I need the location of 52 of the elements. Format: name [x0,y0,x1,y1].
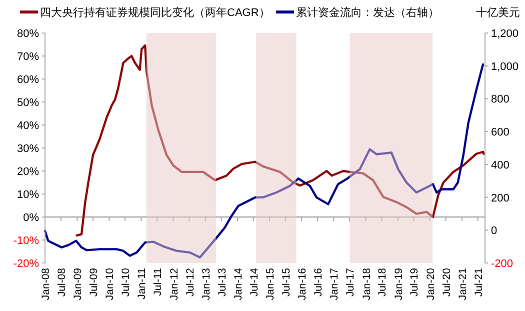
x-tick-label: Jan-10 [104,268,116,300]
y-tick-label: 30% [16,143,40,155]
y2-tick-label: 400 [491,159,510,172]
x-tick-label: Jan-11 [136,268,148,300]
x-tick-label: Jul-11 [152,268,164,296]
y2-axis-title: 十亿美元 [476,6,520,19]
x-tick-label: Jul-14 [248,268,260,297]
y-tick-label: 60% [16,74,40,86]
x-tick-label: Jul-13 [216,268,228,297]
x-tick-label: Jul-09 [88,268,100,297]
x-tick-label: Jan-17 [328,268,341,300]
x-tick-label: Jul-16 [312,268,325,297]
x-tick-label: Jan-18 [360,268,373,300]
y-tick-label: 10% [16,189,40,201]
x-tick-label: Jul-08 [56,268,68,297]
x-tick-label: Jan-20 [424,268,437,300]
x-tick-label: Jul-17 [344,268,357,297]
x-tick-label: Jan-14 [232,268,244,300]
x-tick-label: Jan-09 [72,268,84,300]
y2-tick-label: 1,200 [491,28,519,40]
legend-label: 四大央行持有证券规模同比变化（两年CAGR） [40,6,270,19]
y-tick-label: 70% [16,51,40,63]
x-tick-label: Jan-15 [264,268,277,300]
y2-tick-label: 600 [491,126,510,139]
x-tick-label: Jul-12 [184,268,196,297]
x-tick-label: Jul-21 [472,268,485,297]
x-tick-label: Jan-13 [200,268,212,300]
y-tick-label: 40% [16,120,40,132]
y2-tick-label: -200 [491,258,514,270]
y2-tick-label: 200 [491,192,510,204]
x-tick-label: Jul-18 [376,268,389,297]
y-tick-label: 0% [23,212,40,224]
y2-tick-label: 800 [491,94,510,106]
line-series [76,44,485,236]
y-tick-label: 50% [16,97,40,109]
x-tick-label: Jul-19 [408,268,421,297]
x-tick-label: Jul-15 [280,268,292,297]
x-tick-label: Jul-20 [440,268,453,297]
y-tick-label: 80% [16,28,40,40]
line-series [44,63,484,259]
x-tick-label: Jan-21 [456,268,469,300]
y-tick-label: -20% [13,258,40,270]
x-tick-label: Jan-12 [168,268,180,300]
y-tick-label: 20% [16,166,40,178]
y2-tick-label: 0 [491,225,498,238]
y2-tick-label: 1,000 [491,60,519,73]
legend-label: 累计资金流向：发达（右轴） [296,6,439,19]
x-tick-label: Jan-19 [392,268,405,300]
x-tick-label: Jan-08 [40,268,52,300]
x-tick-label: Jan-16 [296,268,309,300]
x-tick-label: Jul-10 [120,268,132,297]
y-tick-label: -10% [13,235,40,247]
